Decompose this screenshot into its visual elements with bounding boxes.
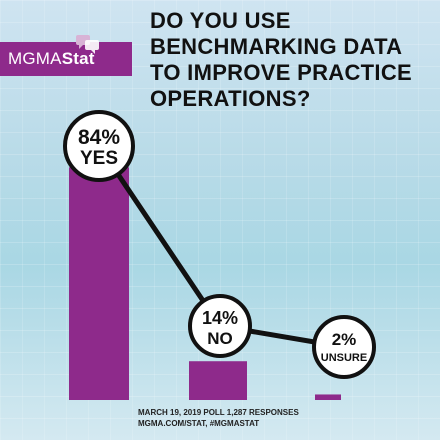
footer: MARCH 19, 2019 POLL 1,287 RESPONSES MGMA…	[138, 407, 438, 429]
category-label: UNSURE	[321, 352, 367, 364]
chart-title: DO YOU USE BENCHMARKING DATA TO IMPROVE …	[150, 8, 436, 112]
data-label: 84%	[78, 126, 120, 149]
value-circle-yes	[63, 110, 135, 182]
category-label: NO	[207, 329, 233, 348]
footer-link: MGMA.COM/STAT, #MGMASTAT	[138, 419, 260, 428]
data-label: 2%	[332, 330, 357, 349]
title-line: TO IMPROVE PRACTICE	[150, 60, 412, 85]
title-line: DO YOU USE	[150, 8, 291, 33]
logo-text: MGMAStat	[8, 49, 95, 68]
bar-yes	[69, 167, 129, 400]
bar-no	[189, 361, 247, 400]
bar-unsure	[315, 394, 341, 400]
footer-source: MARCH 19, 2019 POLL 1,287 RESPONSES	[138, 408, 299, 417]
value-circle-unsure	[312, 315, 376, 379]
mgma-stat-logo: MGMAStat	[0, 35, 132, 76]
title-line: BENCHMARKING DATA	[150, 34, 403, 59]
title-line: OPERATIONS?	[150, 86, 311, 111]
data-label: 14%	[202, 308, 238, 328]
category-label: YES	[80, 148, 118, 169]
chat-bubble-icon	[76, 35, 99, 54]
value-circle-no	[188, 294, 252, 358]
